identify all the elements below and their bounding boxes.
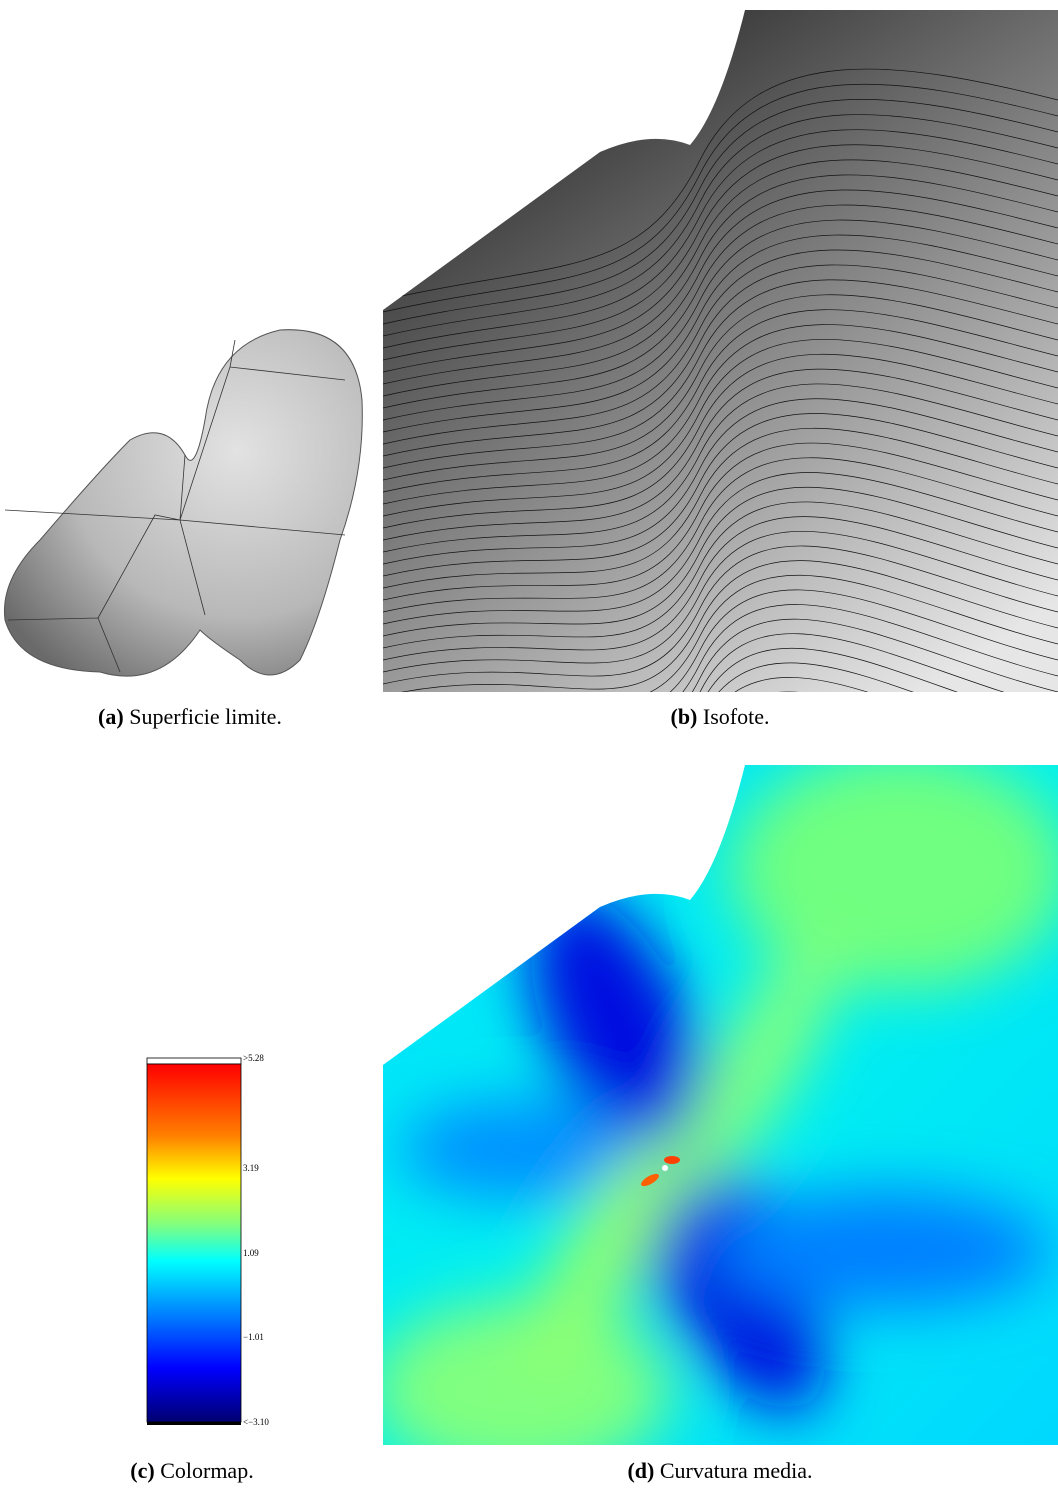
- figure: >5.28 3.19 1.09 −1.01 <−3.10 (a) Superfi…: [0, 0, 1058, 1488]
- caption: (a) Superficie limite.: [98, 704, 282, 729]
- colorbar-label: <−3.10: [243, 1417, 269, 1427]
- caption: (d) Curvatura media.: [627, 1458, 812, 1483]
- caption: (b) Isofote.: [671, 704, 770, 729]
- caption: (c) Colormap.: [130, 1458, 253, 1483]
- colorbar: >5.28 3.19 1.09 −1.01 <−3.10: [147, 1053, 269, 1427]
- limit-surface: [4, 330, 362, 676]
- colorbar-label: 3.19: [243, 1163, 259, 1173]
- colorbar-label: −1.01: [243, 1332, 264, 1342]
- curvature-render: [370, 750, 1058, 1480]
- isophote-render: [383, 10, 1058, 875]
- colorbar-label: 1.09: [243, 1248, 259, 1258]
- colorbar-label: >5.28: [243, 1053, 264, 1063]
